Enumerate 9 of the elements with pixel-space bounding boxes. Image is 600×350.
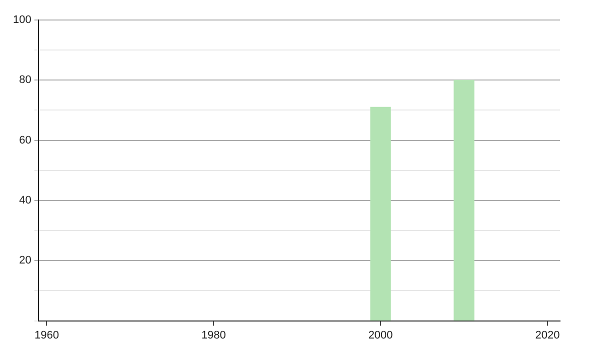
x-tick-label: 2020	[535, 329, 560, 342]
x-tick-label: 1960	[34, 329, 59, 342]
y-tick-label: 20	[19, 254, 32, 267]
y-tick-label: 100	[12, 14, 32, 26]
y-tick-label: 60	[19, 134, 32, 146]
x-tick-label: 2000	[368, 329, 393, 342]
x-tick-label: 1980	[201, 329, 226, 342]
y-tick-label: 40	[19, 194, 32, 207]
y-tick-label: 80	[19, 74, 32, 86]
